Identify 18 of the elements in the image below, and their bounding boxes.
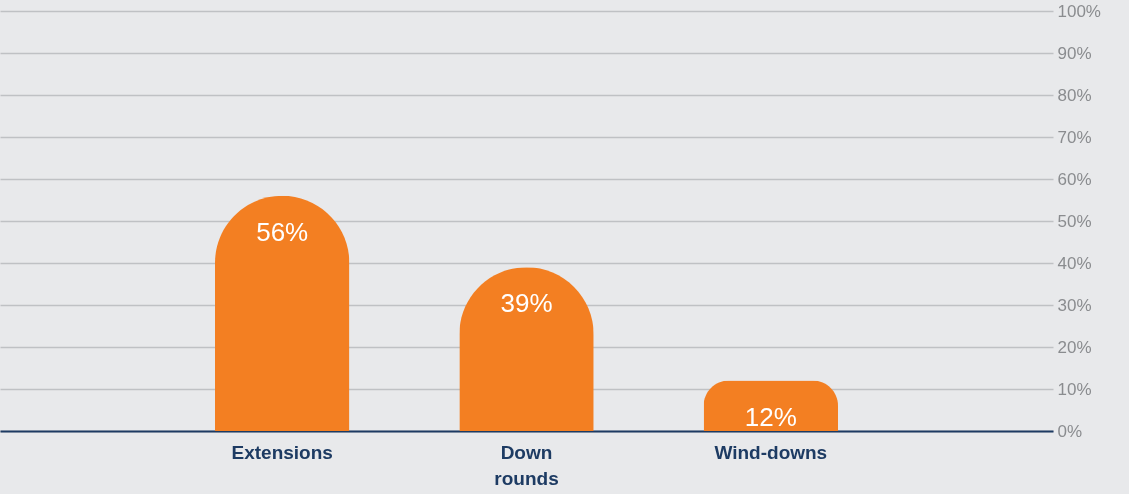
- y-tick-label: 20%: [1057, 337, 1092, 357]
- x-tick-label: Wind-downs: [714, 441, 828, 463]
- y-tick-label: 50%: [1057, 211, 1092, 231]
- y-tick-label: 10%: [1057, 379, 1092, 399]
- data-label: 12%: [744, 401, 797, 432]
- y-tick-label: 30%: [1057, 295, 1092, 315]
- x-tick-label: Down rounds: [494, 441, 559, 489]
- y-tick-label: 40%: [1057, 253, 1092, 273]
- x-tick-label: Extensions: [231, 441, 333, 463]
- bar: [215, 195, 350, 431]
- y-tick-label: 70%: [1057, 127, 1092, 147]
- y-tick-label: 60%: [1057, 169, 1092, 189]
- y-tick-label: 90%: [1057, 43, 1092, 63]
- y-tick-label: 100%: [1057, 1, 1101, 21]
- y-tick-label: 80%: [1057, 85, 1092, 105]
- data-label: 56%: [256, 216, 309, 247]
- data-label: 39%: [500, 288, 553, 319]
- y-tick-label: 0%: [1057, 421, 1083, 441]
